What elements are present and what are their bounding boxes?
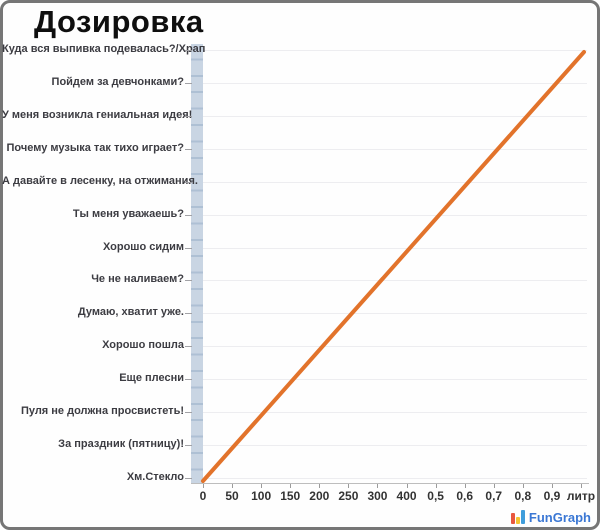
gridline (203, 280, 587, 282)
x-axis-label: 0,5 (427, 489, 444, 503)
x-axis-label: 300 (367, 489, 388, 503)
x-axis-label: 0,6 (456, 489, 474, 503)
x-tick-mark (348, 484, 350, 488)
y-tick-mark (185, 50, 192, 51)
y-axis-label: Почему музыка так тихо играет? (6, 141, 184, 154)
x-axis-label: 0 (199, 489, 207, 503)
x-axis-label: 250 (338, 489, 359, 503)
y-tick-mark (185, 412, 192, 414)
gridline (203, 478, 587, 479)
y-axis-label: За праздник (пятницу)! (58, 438, 184, 451)
x-tick-mark (551, 484, 553, 488)
gridline (203, 50, 587, 51)
y-axis-label: Хорошо пошла (102, 339, 184, 352)
x-axis-label: литр (566, 489, 596, 503)
x-axis-label: 0,7 (485, 489, 503, 503)
gridline (203, 82, 587, 84)
x-tick-mark (319, 484, 321, 488)
x-axis-label: 50 (225, 489, 239, 503)
gridline (203, 313, 587, 315)
y-axis-label: Еще плесни (119, 372, 184, 385)
y-tick-mark (185, 313, 192, 315)
y-tick-mark (185, 181, 192, 183)
gridline (203, 379, 587, 381)
x-tick-mark (493, 484, 495, 488)
x-tick-mark (581, 484, 582, 488)
x-axis-label: 0,9 (543, 489, 561, 503)
y-axis-label: Пойдем за девчонками? (51, 75, 184, 88)
y-axis-label: Хорошо сидим (102, 240, 184, 253)
y-tick-mark (185, 82, 192, 84)
gridline (203, 214, 587, 216)
gridline (203, 346, 587, 348)
x-axis-line (191, 483, 589, 484)
gridline (203, 445, 587, 447)
fungraph-watermark: FunGraph (510, 510, 591, 525)
y-tick-mark (185, 445, 192, 447)
y-axis-label: У меня возникла гениальная идея! (2, 108, 193, 121)
y-axis-label: Думаю, хватит уже. (77, 306, 184, 319)
x-tick-mark (203, 484, 204, 488)
watermark-text: FunGraph (528, 510, 591, 525)
x-axis-label: 0,8 (514, 489, 532, 503)
y-axis-label: Куда вся выпивка подевалась?/Храп (2, 43, 206, 55)
y-tick-mark (185, 115, 192, 117)
x-tick-mark (232, 484, 234, 488)
y-axis-label: Че не наливаем? (91, 273, 184, 286)
y-axis-label: Ты меня уважаешь? (72, 207, 184, 220)
y-tick-mark (185, 247, 192, 249)
x-axis-label: 150 (280, 489, 301, 503)
x-tick-mark (406, 484, 408, 488)
x-tick-mark (290, 484, 292, 488)
gridline (203, 148, 587, 150)
y-tick-mark (185, 148, 192, 150)
gridline (203, 115, 587, 117)
x-axis-label: 200 (309, 489, 330, 503)
bar-chart-icon (510, 510, 525, 524)
y-axis-band (191, 44, 203, 484)
y-tick-mark (185, 346, 192, 348)
page-title: Дозировка (34, 4, 204, 39)
gridline (203, 412, 587, 414)
x-tick-mark (522, 484, 524, 488)
y-tick-mark (185, 214, 192, 216)
x-tick-mark (377, 484, 379, 488)
x-tick-mark (464, 484, 466, 488)
gridline (203, 181, 587, 183)
x-tick-mark (435, 484, 437, 488)
y-tick-mark (185, 478, 192, 479)
y-tick-mark (185, 379, 192, 381)
x-axis-label: 400 (396, 489, 417, 503)
y-axis-label: Пуля не должна просвистеть! (20, 405, 184, 418)
x-tick-mark (261, 484, 263, 488)
x-axis-label: 100 (251, 489, 272, 503)
y-axis-label: А давайте в лесенку, на отжимания. (2, 174, 198, 187)
gridline (203, 247, 587, 249)
y-axis-label: Хм.Стекло (126, 471, 184, 483)
y-tick-mark (185, 280, 192, 282)
